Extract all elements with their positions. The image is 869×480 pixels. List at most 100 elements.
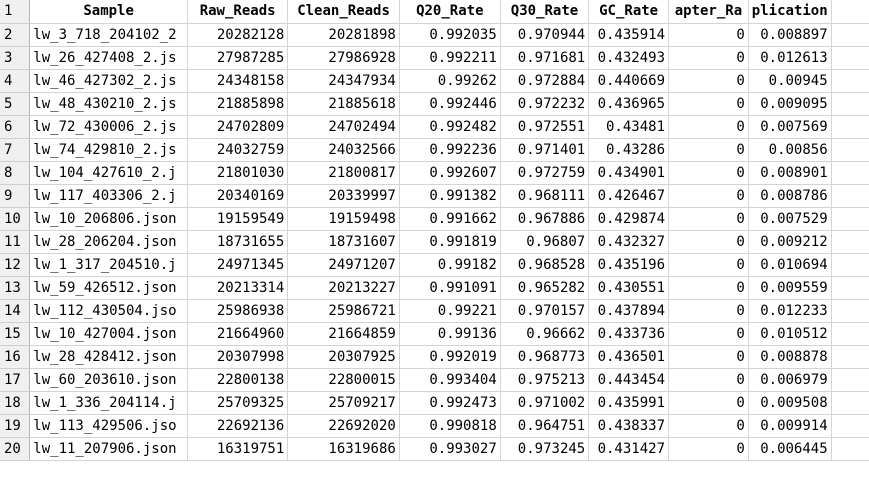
row-number[interactable]: 9: [0, 184, 31, 208]
cell-sample[interactable]: lw_28_428412.json: [29, 345, 188, 369]
cell-q30-rate[interactable]: 0.968528: [500, 253, 590, 277]
cell-duplication[interactable]: 0.006979: [748, 368, 832, 392]
empty-cell[interactable]: [831, 161, 869, 185]
cell-gc-rate[interactable]: 0.435914: [588, 23, 670, 47]
cell-adapter-rate[interactable]: 0: [668, 345, 749, 369]
cell-gc-rate[interactable]: 0.443454: [588, 368, 670, 392]
row-number[interactable]: 2: [0, 23, 31, 47]
cell-q30-rate[interactable]: 0.972551: [500, 115, 590, 139]
cell-adapter-rate[interactable]: 0: [668, 46, 749, 70]
cell-clean-reads[interactable]: 24347934: [287, 69, 400, 93]
row-number[interactable]: 17: [0, 368, 31, 392]
cell-sample[interactable]: lw_113_429506.jso: [29, 414, 188, 438]
cell-sample[interactable]: lw_26_427408_2.js: [29, 46, 188, 70]
column-header-duplication[interactable]: plication: [748, 0, 832, 24]
row-number[interactable]: 16: [0, 345, 31, 369]
empty-cell[interactable]: [831, 437, 869, 461]
cell-adapter-rate[interactable]: 0: [668, 23, 749, 47]
cell-q20-rate[interactable]: 0.992035: [399, 23, 501, 47]
cell-q30-rate[interactable]: 0.975213: [500, 368, 590, 392]
cell-q30-rate[interactable]: 0.972232: [500, 92, 590, 116]
cell-clean-reads[interactable]: 24702494: [287, 115, 400, 139]
cell-raw-reads[interactable]: 25986938: [187, 299, 289, 323]
cell-q30-rate[interactable]: 0.967886: [500, 207, 590, 231]
cell-sample[interactable]: lw_59_426512.json: [29, 276, 188, 300]
cell-adapter-rate[interactable]: 0: [668, 414, 749, 438]
cell-raw-reads[interactable]: 27987285: [187, 46, 289, 70]
cell-gc-rate[interactable]: 0.43286: [588, 138, 670, 162]
row-number[interactable]: 7: [0, 138, 31, 162]
row-number[interactable]: 11: [0, 230, 31, 254]
cell-gc-rate[interactable]: 0.440669: [588, 69, 670, 93]
cell-raw-reads[interactable]: 18731655: [187, 230, 289, 254]
row-number[interactable]: 20: [0, 437, 31, 461]
cell-adapter-rate[interactable]: 0: [668, 276, 749, 300]
row-number[interactable]: 1: [0, 0, 31, 24]
row-number[interactable]: 6: [0, 115, 31, 139]
cell-duplication[interactable]: 0.012233: [748, 299, 832, 323]
cell-clean-reads[interactable]: 20307925: [287, 345, 400, 369]
cell-clean-reads[interactable]: 22800015: [287, 368, 400, 392]
cell-adapter-rate[interactable]: 0: [668, 299, 749, 323]
cell-q30-rate[interactable]: 0.965282: [500, 276, 590, 300]
cell-q30-rate[interactable]: 0.96807: [500, 230, 590, 254]
cell-clean-reads[interactable]: 18731607: [287, 230, 400, 254]
cell-raw-reads[interactable]: 20282128: [187, 23, 289, 47]
cell-duplication[interactable]: 0.010694: [748, 253, 832, 277]
empty-cell[interactable]: [831, 46, 869, 70]
cell-q20-rate[interactable]: 0.99221: [399, 299, 501, 323]
cell-q30-rate[interactable]: 0.971681: [500, 46, 590, 70]
cell-gc-rate[interactable]: 0.43481: [588, 115, 670, 139]
cell-adapter-rate[interactable]: 0: [668, 138, 749, 162]
cell-gc-rate[interactable]: 0.426467: [588, 184, 670, 208]
cell-q30-rate[interactable]: 0.973245: [500, 437, 590, 461]
cell-duplication[interactable]: 0.009212: [748, 230, 832, 254]
cell-q30-rate[interactable]: 0.96662: [500, 322, 590, 346]
empty-cell[interactable]: [831, 207, 869, 231]
cell-clean-reads[interactable]: 27986928: [287, 46, 400, 70]
cell-gc-rate[interactable]: 0.438337: [588, 414, 670, 438]
cell-gc-rate[interactable]: 0.430551: [588, 276, 670, 300]
cell-sample[interactable]: lw_112_430504.jso: [29, 299, 188, 323]
cell-clean-reads[interactable]: 21664859: [287, 322, 400, 346]
cell-q30-rate[interactable]: 0.970157: [500, 299, 590, 323]
cell-adapter-rate[interactable]: 0: [668, 230, 749, 254]
column-header-q20-rate[interactable]: Q20_Rate: [399, 0, 501, 24]
cell-sample[interactable]: lw_3_718_204102_2: [29, 23, 188, 47]
empty-cell[interactable]: [831, 184, 869, 208]
row-number[interactable]: 5: [0, 92, 31, 116]
cell-duplication[interactable]: 0.007529: [748, 207, 832, 231]
cell-clean-reads[interactable]: 21800817: [287, 161, 400, 185]
empty-cell[interactable]: [831, 138, 869, 162]
cell-duplication[interactable]: 0.012613: [748, 46, 832, 70]
cell-q30-rate[interactable]: 0.972884: [500, 69, 590, 93]
cell-q20-rate[interactable]: 0.992607: [399, 161, 501, 185]
cell-gc-rate[interactable]: 0.434901: [588, 161, 670, 185]
cell-q30-rate[interactable]: 0.972759: [500, 161, 590, 185]
cell-gc-rate[interactable]: 0.437894: [588, 299, 670, 323]
empty-cell[interactable]: [831, 345, 869, 369]
cell-q20-rate[interactable]: 0.991382: [399, 184, 501, 208]
column-header-clean-reads[interactable]: Clean_Reads: [287, 0, 400, 24]
column-header-raw-reads[interactable]: Raw_Reads: [187, 0, 289, 24]
cell-adapter-rate[interactable]: 0: [668, 184, 749, 208]
cell-sample[interactable]: lw_117_403306_2.j: [29, 184, 188, 208]
cell-raw-reads[interactable]: 24971345: [187, 253, 289, 277]
cell-raw-reads[interactable]: 21801030: [187, 161, 289, 185]
cell-q30-rate[interactable]: 0.968111: [500, 184, 590, 208]
cell-q30-rate[interactable]: 0.968773: [500, 345, 590, 369]
cell-gc-rate[interactable]: 0.431427: [588, 437, 670, 461]
cell-sample[interactable]: lw_10_427004.json: [29, 322, 188, 346]
cell-q30-rate[interactable]: 0.971002: [500, 391, 590, 415]
row-number[interactable]: 8: [0, 161, 31, 185]
cell-gc-rate[interactable]: 0.432493: [588, 46, 670, 70]
cell-gc-rate[interactable]: 0.435196: [588, 253, 670, 277]
cell-sample[interactable]: lw_72_430006_2.js: [29, 115, 188, 139]
empty-cell[interactable]: [831, 322, 869, 346]
cell-clean-reads[interactable]: 24032566: [287, 138, 400, 162]
cell-raw-reads[interactable]: 20340169: [187, 184, 289, 208]
cell-raw-reads[interactable]: 19159549: [187, 207, 289, 231]
cell-q20-rate[interactable]: 0.990818: [399, 414, 501, 438]
row-number[interactable]: 18: [0, 391, 31, 415]
row-number[interactable]: 3: [0, 46, 31, 70]
